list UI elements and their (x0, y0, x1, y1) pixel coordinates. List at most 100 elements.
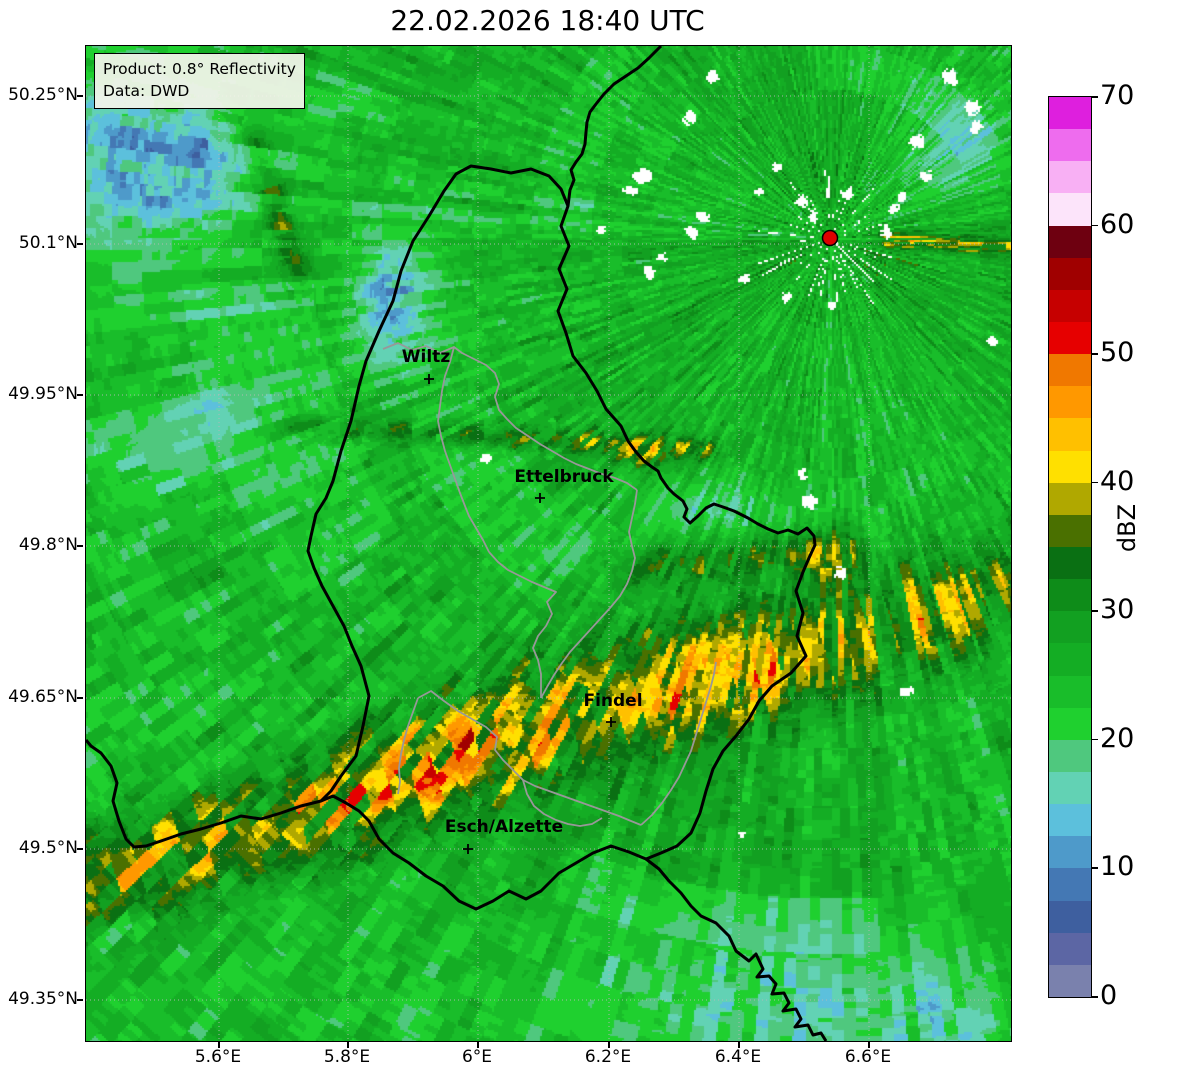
y-tick-label: 49.95°N (8, 384, 78, 404)
colorbar-band (1049, 964, 1091, 997)
colorbar-band (1049, 514, 1091, 548)
y-tick-label: 49.65°N (8, 687, 78, 707)
colorbar-band (1049, 482, 1091, 515)
colorbar-band (1049, 418, 1091, 451)
y-tick-mark (77, 697, 83, 699)
city-label: Ettelbruck (514, 467, 614, 487)
y-tick-mark (77, 848, 83, 850)
y-tick-label: 49.8°N (18, 535, 78, 555)
colorbar-tick-label: 60 (1100, 208, 1135, 240)
colorbar-band (1049, 547, 1091, 580)
figure-title: 22.02.2026 18:40 UTC (390, 4, 705, 37)
colorbar-tick-mark (1092, 353, 1098, 355)
x-tick-mark (218, 1042, 220, 1048)
colorbar-band (1049, 225, 1091, 258)
colorbar-tick-label: 20 (1100, 722, 1135, 754)
city-marker-icon (535, 493, 545, 503)
x-tick-mark (738, 1042, 740, 1048)
colorbar-tick-mark (1092, 738, 1098, 741)
country-border (306, 164, 817, 911)
x-tick-label: 5.8°E (323, 1047, 371, 1067)
district-border (640, 661, 717, 826)
x-tick-mark (477, 1042, 479, 1048)
x-tick-label: 6°E (461, 1047, 493, 1067)
colorbar-band (1049, 97, 1091, 130)
colorbar-tick-mark (1092, 996, 1098, 998)
y-tick-mark (77, 95, 83, 97)
district-border (522, 779, 603, 827)
product-info-line2: Data: DWD (103, 82, 190, 101)
x-tick-label: 6.2°E (584, 1047, 632, 1067)
colorbar-tick-mark (1092, 610, 1098, 612)
colorbar-tick-label: 50 (1100, 337, 1135, 369)
district-border (417, 690, 642, 826)
city-marker-icon (606, 717, 616, 727)
colorbar-band (1049, 354, 1091, 387)
colorbar-tick-label: 30 (1100, 594, 1135, 626)
colorbar-tick-mark (1092, 867, 1098, 870)
colorbar-band (1049, 322, 1091, 355)
colorbar-tick-label: 70 (1100, 80, 1135, 111)
product-info-line1: Product: 0.8° Reflectivity (103, 60, 296, 78)
district-border (437, 346, 490, 553)
colorbar-band (1049, 675, 1091, 708)
map-plot-area: Wiltz Ettelbruck Findel Esch/Alzette Produc… (85, 45, 1012, 1042)
colorbar-band (1049, 579, 1091, 612)
product-info-box: Product: 0.8° Reflectivity Data: DWD (94, 53, 305, 109)
colorbar-band (1049, 707, 1091, 740)
district-border (488, 551, 557, 698)
radar-site-marker (821, 229, 839, 247)
colorbar-tick-mark (1092, 481, 1098, 484)
district-border (540, 489, 638, 699)
colorbar-band (1049, 836, 1091, 869)
colorbar-tick-label: 40 (1100, 465, 1135, 497)
colorbar-band (1049, 450, 1091, 483)
colorbar-band (1049, 772, 1091, 805)
x-tick-mark (608, 1042, 610, 1048)
colorbar-band (1049, 900, 1091, 933)
x-tick-label: 5.6°E (194, 1047, 242, 1067)
y-tick-mark (77, 545, 83, 547)
colorbar-tick-mark (1092, 96, 1098, 98)
y-tick-label: 49.35°N (8, 989, 78, 1009)
city-label: Findel (583, 691, 642, 711)
y-tick-label: 50.1°N (18, 233, 78, 253)
colorbar-band (1049, 386, 1091, 419)
colorbar-tick-label: 10 (1100, 851, 1135, 883)
colorbar-band (1049, 932, 1091, 965)
y-tick-mark (77, 394, 83, 396)
x-tick-mark (868, 1042, 870, 1048)
reflectivity-field-canvas (86, 46, 1011, 1041)
colorbar-band (1049, 611, 1091, 644)
district-border (382, 342, 638, 491)
map-overlay: Wiltz Ettelbruck Findel Esch/Alzette (86, 46, 1011, 1041)
y-tick-label: 49.5°N (18, 838, 78, 858)
colorbar-band (1049, 161, 1091, 194)
city-label: Wiltz (402, 347, 451, 367)
city-marker-icon (424, 374, 434, 384)
country-border (566, 46, 663, 207)
colorbar (1048, 96, 1092, 998)
colorbar-band (1049, 804, 1091, 837)
city-label: Esch/Alzette (445, 817, 563, 837)
colorbar-tick-mark (1092, 224, 1098, 227)
x-tick-label: 6.6°E (844, 1047, 892, 1067)
colorbar-band (1049, 129, 1091, 162)
district-border (397, 697, 419, 795)
colorbar-band (1049, 868, 1091, 901)
colorbar-band (1049, 739, 1091, 773)
country-border (645, 857, 828, 1041)
colorbar-band (1049, 289, 1091, 323)
y-tick-mark (77, 999, 83, 1001)
x-tick-label: 6.4°E (714, 1047, 762, 1067)
country-border (86, 739, 322, 849)
y-tick-label: 50.25°N (8, 85, 78, 105)
colorbar-band (1049, 643, 1091, 676)
colorbar-unit-label: dBZ (1113, 503, 1141, 553)
colorbar-band (1049, 193, 1091, 226)
city-marker-icon (463, 844, 473, 854)
y-tick-mark (77, 243, 83, 245)
colorbar-band (1049, 257, 1091, 290)
colorbar-tick-label: 0 (1100, 980, 1118, 1011)
